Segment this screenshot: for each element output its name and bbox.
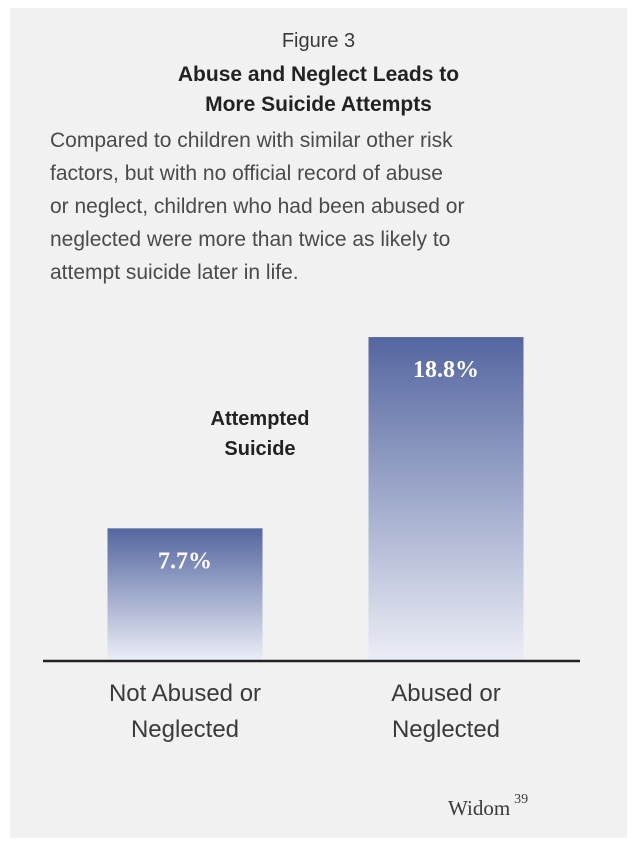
figure-panel [10,8,627,838]
source-reference-number: 39 [514,792,529,807]
description-line-5: attempt suicide later in life. [50,261,299,284]
chart-title-line-2: More Suicide Attempts [205,93,432,116]
chart-title-line-1: Abuse and Neglect Leads to [177,63,460,86]
bar-1 [368,337,524,661]
chart-description: Compared to children with similar other … [50,124,610,289]
description-line-2: factors, but with no official record of … [50,162,443,185]
chart-annotation-line-2: Suicide [224,438,296,460]
bar-value-label-0: 7.7% [158,548,212,574]
category-label-line-1: Abused or [391,680,501,707]
chart-annotation-line-1: Attempted [210,408,310,430]
description-line-3: or neglect, children who had been abused… [50,195,465,218]
source-author: Widom [448,796,511,820]
category-label-line-2: Neglected [391,716,501,743]
description-line-1: Compared to children with similar other … [50,129,453,152]
description-line-4: neglected were more than twice as likely… [50,228,451,251]
bar-0 [107,528,263,661]
source-citation: Widom 39 [448,792,528,821]
category-label-not-abused: Not Abused or Neglected [55,676,315,748]
category-label-line-2: Neglected [130,716,240,743]
chart-annotation: Attempted Suicide [150,404,370,464]
category-label-line-1: Not Abused or [108,680,262,707]
chart-title: Abuse and Neglect Leads to More Suicide … [0,60,637,120]
figure-label: Figure 3 [281,30,356,52]
category-label-abused: Abused or Neglected [316,676,576,748]
bar-value-label-1: 18.8% [413,357,479,383]
